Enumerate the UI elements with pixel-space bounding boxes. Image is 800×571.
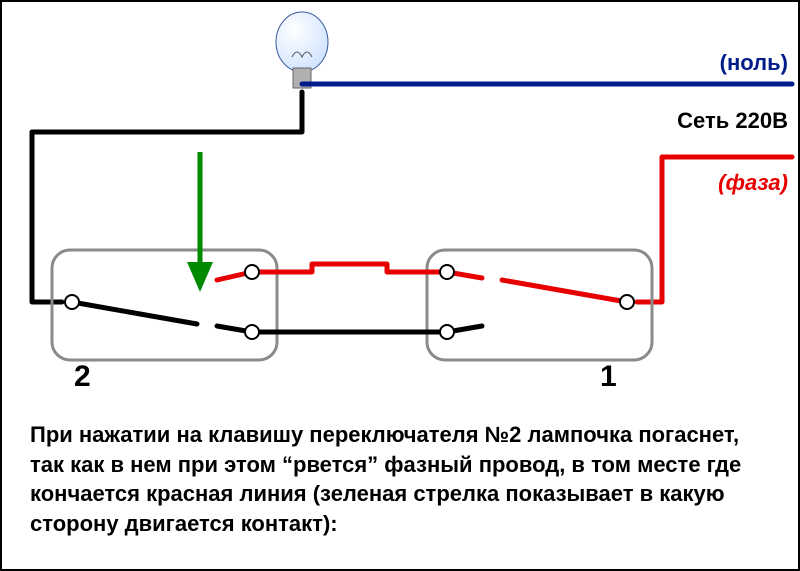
- right-top-terminal: [440, 265, 454, 279]
- right-bot-terminal: [440, 325, 454, 339]
- light-bulb: [276, 12, 328, 88]
- diagram-canvas: (ноль) Сеть 220В (фаза) 2 1 При нажатии …: [0, 0, 800, 571]
- left-top-terminal: [245, 265, 259, 279]
- left-common-terminal: [65, 295, 79, 309]
- arrow-head: [187, 262, 213, 292]
- supply-label: Сеть 220В: [677, 108, 788, 134]
- switch-box-right: [427, 250, 652, 360]
- right-common-terminal: [620, 295, 634, 309]
- left-blade: [72, 302, 197, 324]
- right-blade: [502, 280, 627, 302]
- caption-text: При нажатии на клавишу переключателя №2 …: [30, 420, 770, 539]
- bulb-glass: [276, 12, 328, 72]
- green-arrow: [187, 152, 213, 292]
- switch-left-number: 2: [74, 360, 91, 394]
- traveler-top: [252, 264, 447, 272]
- left-bot-terminal: [245, 325, 259, 339]
- switch-right-number: 1: [600, 360, 617, 394]
- phase-label: (фаза): [718, 170, 788, 196]
- neutral-label: (ноль): [720, 50, 788, 76]
